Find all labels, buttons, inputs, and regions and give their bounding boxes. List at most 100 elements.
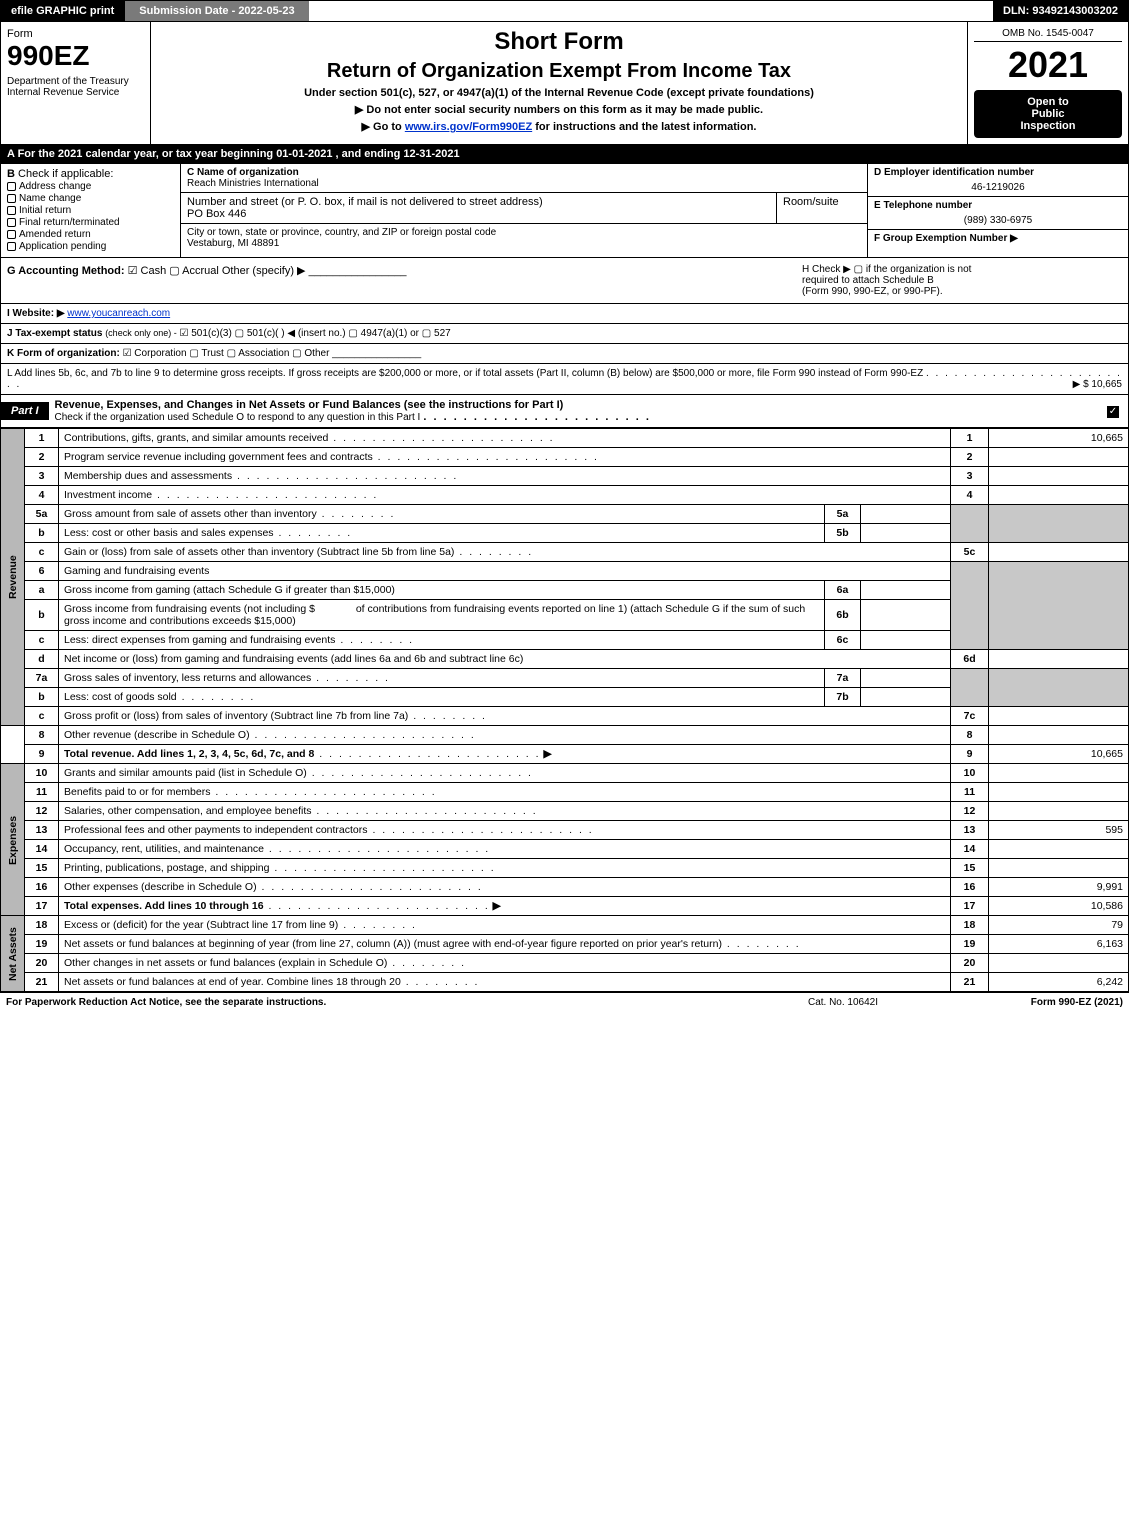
col-b: B Check if applicable: Address change Na… bbox=[1, 164, 181, 257]
chk-label: Name change bbox=[19, 193, 81, 204]
open-line3: Inspection bbox=[980, 120, 1116, 132]
col-d: D Employer identification number 46-1219… bbox=[868, 164, 1128, 257]
chk-amended-return[interactable]: Amended return bbox=[7, 229, 174, 240]
line-desc: Other expenses (describe in Schedule O) bbox=[59, 878, 951, 897]
phone-value: (989) 330-6975 bbox=[874, 215, 1122, 226]
sub-value bbox=[861, 524, 951, 543]
checkbox-icon[interactable] bbox=[7, 230, 16, 239]
form-number: 990EZ bbox=[7, 40, 144, 72]
line-num: d bbox=[25, 650, 59, 669]
line-amount bbox=[989, 707, 1129, 726]
j-opts: ☑ 501(c)(3) ▢ 501(c)( ) ◀ (insert no.) ▢… bbox=[180, 328, 451, 339]
side-netassets: Net Assets bbox=[1, 916, 25, 992]
line-num: 13 bbox=[25, 821, 59, 840]
footer-left: For Paperwork Reduction Act Notice, see … bbox=[6, 997, 743, 1008]
chk-final-return[interactable]: Final return/terminated bbox=[7, 217, 174, 228]
submission-date: Submission Date - 2022-05-23 bbox=[124, 1, 308, 21]
line-label: 5c bbox=[951, 543, 989, 562]
chk-name-change[interactable]: Name change bbox=[7, 193, 174, 204]
chk-application-pending[interactable]: Application pending bbox=[7, 241, 174, 252]
line-amount bbox=[989, 650, 1129, 669]
line-num: 10 bbox=[25, 764, 59, 783]
line-desc: Gaming and fundraising events bbox=[59, 562, 951, 581]
checkbox-icon[interactable] bbox=[7, 218, 16, 227]
l-text: L Add lines 5b, 6c, and 7b to line 9 to … bbox=[7, 368, 923, 379]
shaded-cell bbox=[989, 669, 1129, 707]
street-value: PO Box 446 bbox=[187, 208, 770, 220]
line-amount bbox=[989, 954, 1129, 973]
website-link[interactable]: www.youcanreach.com bbox=[67, 308, 170, 319]
part-i-title-text: Revenue, Expenses, and Changes in Net As… bbox=[55, 399, 564, 411]
shaded-cell bbox=[989, 562, 1129, 650]
sub-value bbox=[861, 505, 951, 524]
checkbox-icon[interactable] bbox=[7, 206, 16, 215]
chk-label: Final return/terminated bbox=[19, 217, 120, 228]
b-subtitle: Check if applicable: bbox=[18, 168, 113, 180]
line-desc: Less: cost of goods sold bbox=[59, 688, 825, 707]
line-label: 16 bbox=[951, 878, 989, 897]
dots-icon bbox=[423, 411, 651, 423]
line-amount: 10,665 bbox=[989, 429, 1129, 448]
line-label: 6d bbox=[951, 650, 989, 669]
sub-value bbox=[861, 600, 951, 631]
checkbox-icon[interactable] bbox=[7, 194, 16, 203]
line-num: 6 bbox=[25, 562, 59, 581]
line-num: 19 bbox=[25, 935, 59, 954]
shaded-cell bbox=[989, 505, 1129, 543]
shaded-cell bbox=[951, 669, 989, 707]
line-amount: 595 bbox=[989, 821, 1129, 840]
line-desc: Net income or (loss) from gaming and fun… bbox=[59, 650, 951, 669]
part-i-sub: Check if the organization used Schedule … bbox=[55, 412, 421, 423]
line-amount bbox=[989, 840, 1129, 859]
line-num: 16 bbox=[25, 878, 59, 897]
efile-print[interactable]: efile GRAPHIC print bbox=[1, 1, 124, 21]
part-i-title: Revenue, Expenses, and Changes in Net As… bbox=[49, 395, 1098, 427]
goto-pre: ▶ Go to bbox=[362, 121, 405, 133]
group-label: F Group Exemption Number ▶ bbox=[874, 233, 1018, 244]
header-left: Form 990EZ Department of the Treasury In… bbox=[1, 22, 151, 144]
k-label: K Form of organization: bbox=[7, 348, 120, 359]
chk-initial-return[interactable]: Initial return bbox=[7, 205, 174, 216]
line-desc: Salaries, other compensation, and employ… bbox=[59, 802, 951, 821]
line-num: b bbox=[25, 600, 59, 631]
checkbox-icon[interactable] bbox=[7, 182, 16, 191]
irs-link[interactable]: www.irs.gov/Form990EZ bbox=[405, 121, 532, 133]
lines-table: Revenue 1 Contributions, gifts, grants, … bbox=[0, 428, 1129, 992]
line-num: b bbox=[25, 524, 59, 543]
dept-treasury: Department of the Treasury Internal Reve… bbox=[7, 76, 144, 98]
line-desc: Total expenses. Add lines 10 through 16 … bbox=[59, 897, 951, 916]
topbar: efile GRAPHIC print Submission Date - 20… bbox=[0, 0, 1129, 22]
street-row: Number and street (or P. O. box, if mail… bbox=[181, 193, 867, 224]
side-revenue: Revenue bbox=[1, 429, 25, 726]
ein-row: D Employer identification number 46-1219… bbox=[868, 164, 1128, 197]
line-label: 18 bbox=[951, 916, 989, 935]
line-label: 21 bbox=[951, 973, 989, 992]
g-other: Other (specify) ▶ ________________ bbox=[222, 265, 407, 277]
k-form-org: K Form of organization: ☑ Corporation ▢ … bbox=[0, 344, 1129, 364]
line-num: 17 bbox=[25, 897, 59, 916]
g-accounting: G Accounting Method: ☑ Cash ▢ Accrual Ot… bbox=[7, 264, 782, 297]
sub-label: 5a bbox=[825, 505, 861, 524]
part-i-checkbox[interactable]: ✓ bbox=[1098, 405, 1128, 418]
line-amount: 10,586 bbox=[989, 897, 1129, 916]
line-num: 14 bbox=[25, 840, 59, 859]
line-num: 2 bbox=[25, 448, 59, 467]
line-desc: Contributions, gifts, grants, and simila… bbox=[59, 429, 951, 448]
line-num: 8 bbox=[25, 726, 59, 745]
city-row: City or town, state or province, country… bbox=[181, 224, 867, 252]
line-label: 17 bbox=[951, 897, 989, 916]
line-amount bbox=[989, 783, 1129, 802]
line-amount bbox=[989, 726, 1129, 745]
line-amount: 79 bbox=[989, 916, 1129, 935]
h-check: H Check ▶ ▢ if the organization is not r… bbox=[802, 264, 1122, 297]
section-bcd: B Check if applicable: Address change Na… bbox=[0, 164, 1129, 258]
org-name: Reach Ministries International bbox=[187, 178, 861, 189]
checkbox-icon[interactable] bbox=[7, 242, 16, 251]
line-label: 19 bbox=[951, 935, 989, 954]
phone-label: E Telephone number bbox=[874, 200, 1122, 211]
footer-right: Form 990-EZ (2021) bbox=[943, 997, 1123, 1008]
line-amount bbox=[989, 467, 1129, 486]
street-label: Number and street (or P. O. box, if mail… bbox=[187, 196, 770, 208]
line-label: 7c bbox=[951, 707, 989, 726]
chk-address-change[interactable]: Address change bbox=[7, 181, 174, 192]
